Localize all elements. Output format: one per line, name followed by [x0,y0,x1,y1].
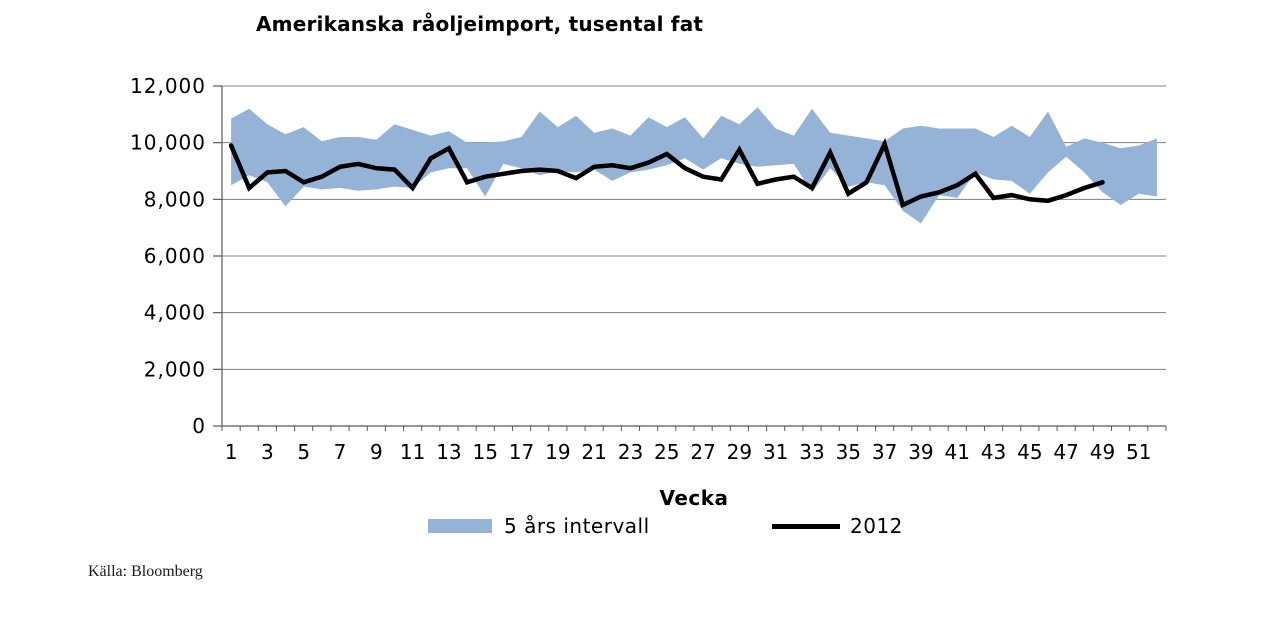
x-axis-title: Vecka [659,486,729,510]
x-tick-label: 35 [836,440,861,464]
legend-item-band: 5 års intervall [428,514,650,538]
x-tick-label: 39 [908,440,933,464]
x-tick-label: 41 [945,440,970,464]
x-tick-label: 31 [763,440,788,464]
x-tick-label: 3 [261,440,274,464]
chart-legend: 5 års intervall 2012 [0,510,1268,550]
y-tick-label: 8,000 [144,187,206,211]
x-tick-label: 15 [473,440,498,464]
x-tick-label: 33 [799,440,824,464]
line-2012 [228,137,1105,209]
legend-band-label: 5 års intervall [504,514,650,538]
x-tick-label: 45 [1017,440,1042,464]
x-tick-label: 29 [727,440,752,464]
x-tick-label: 17 [509,440,534,464]
band-swatch-icon [428,519,492,533]
x-tick-label: 37 [872,440,897,464]
x-tick-label: 21 [581,440,606,464]
x-tick-label: 13 [436,440,461,464]
x-tick-label: 43 [981,440,1006,464]
line-swatch-icon [772,523,840,529]
y-tick-label: 4,000 [144,301,206,325]
x-tick-label: 23 [618,440,643,464]
x-tick-label: 5 [297,440,310,464]
x-tick-label: 47 [1053,440,1078,464]
y-tick-label: 0 [192,414,206,438]
legend-line-label: 2012 [850,514,903,538]
chart-title: Amerikanska råoljeimport, tusental fat [256,12,704,36]
x-tick-label: 25 [654,440,679,464]
x-tick-label: 51 [1126,440,1151,464]
x-tick-label: 9 [370,440,383,464]
y-tick-label: 6,000 [144,244,206,268]
y-tick-label: 2,000 [144,357,206,381]
x-tick-label: 19 [545,440,570,464]
x-tick-label: 49 [1090,440,1115,464]
x-tick-label: 7 [334,440,347,464]
x-tick-label: 11 [400,440,425,464]
x-tick-label: 27 [690,440,715,464]
y-tick-label: 12,000 [130,74,206,98]
y-tick-label: 10,000 [130,131,206,155]
legend-item-line: 2012 [772,514,903,538]
source-note: Källa: Bloomberg [88,563,203,580]
x-tick-label: 1 [225,440,238,464]
